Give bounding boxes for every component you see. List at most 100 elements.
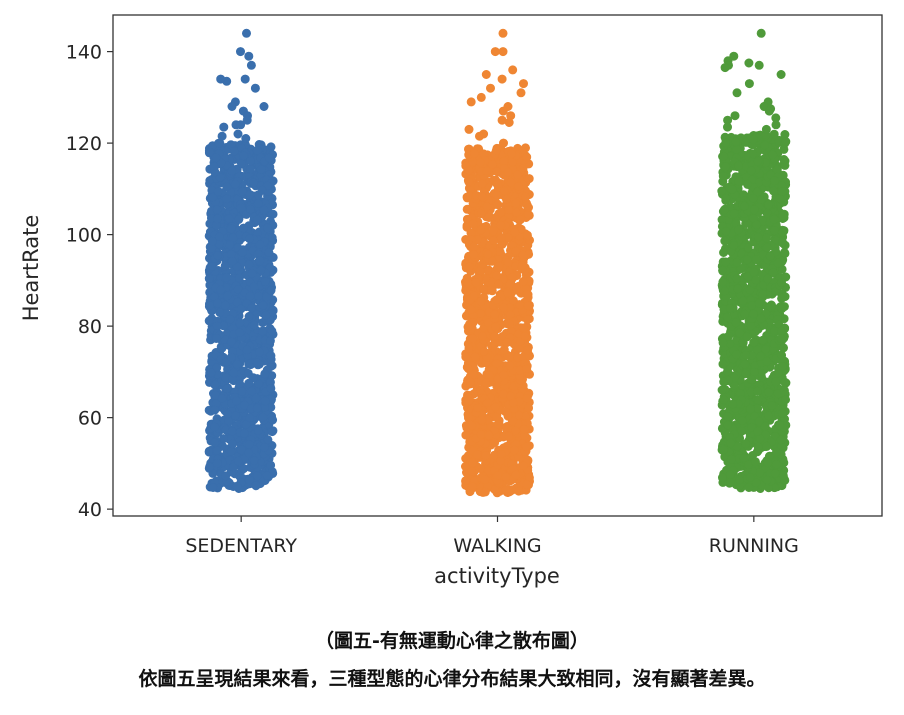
data-point [738, 296, 748, 306]
data-point [488, 226, 498, 236]
data-point [205, 147, 215, 157]
data-point [753, 156, 763, 166]
data-point [778, 343, 788, 353]
outlier-point [219, 122, 229, 132]
data-point [762, 441, 772, 451]
data-point [235, 318, 245, 328]
data-point [734, 176, 744, 186]
data-point [496, 449, 506, 459]
data-point [777, 186, 787, 196]
data-point [480, 475, 490, 485]
data-point [476, 296, 486, 306]
data-point [771, 377, 781, 387]
data-point [222, 194, 232, 204]
data-point [770, 176, 780, 186]
data-point [245, 234, 255, 244]
data-point [515, 215, 525, 225]
x-tick-label: SEDENTARY [185, 535, 297, 557]
data-point [233, 456, 243, 466]
outlier-point [246, 60, 256, 70]
data-point [717, 473, 727, 483]
data-point [222, 182, 232, 192]
data-point [264, 153, 274, 163]
data-point [765, 251, 775, 261]
data-point [215, 232, 225, 242]
data-point [753, 426, 763, 436]
data-point [225, 240, 235, 250]
y-axis: 40 60 80 100 120 140 [66, 42, 113, 521]
data-point [468, 458, 478, 468]
data-point [246, 156, 256, 166]
data-point [224, 214, 234, 224]
data-point [746, 166, 756, 176]
data-point [465, 262, 475, 272]
data-point [523, 301, 533, 311]
data-point [212, 205, 222, 215]
data-point [483, 249, 493, 259]
data-point [501, 194, 511, 204]
data-point [720, 236, 730, 246]
data-point [245, 190, 255, 200]
data-point [725, 303, 735, 313]
data-point [476, 209, 486, 219]
data-point [746, 404, 756, 414]
data-point [211, 153, 221, 163]
outlier-point [236, 47, 246, 57]
data-point [476, 225, 486, 235]
data-point [719, 395, 729, 405]
data-point [230, 179, 240, 189]
data-point [763, 274, 773, 284]
data-point [522, 364, 532, 374]
data-point [514, 486, 524, 496]
outlier-point [227, 102, 237, 112]
data-point [494, 261, 504, 271]
data-point [482, 166, 492, 176]
outlier-point [464, 124, 474, 134]
outlier-point [241, 134, 251, 144]
outlier-point [730, 111, 740, 121]
data-point [733, 225, 743, 235]
data-point [749, 205, 759, 215]
data-point [719, 248, 729, 258]
data-point [753, 232, 763, 242]
data-point [777, 237, 787, 247]
data-point [252, 403, 262, 413]
outlier-point [518, 79, 528, 89]
data-point [761, 233, 771, 243]
data-point [741, 350, 751, 360]
data-point [764, 200, 774, 210]
data-point [756, 313, 766, 323]
data-point [464, 177, 474, 187]
data-point [758, 289, 768, 299]
data-point [482, 202, 492, 212]
data-point [205, 300, 215, 310]
data-point [264, 248, 274, 258]
data-point [779, 155, 789, 165]
data-point [245, 291, 255, 301]
data-point [522, 230, 532, 240]
data-point [476, 309, 486, 319]
data-point [252, 146, 262, 156]
data-point [258, 300, 268, 310]
data-point [747, 374, 757, 384]
data-point [207, 236, 217, 246]
outlier-point [516, 88, 526, 98]
data-point [492, 295, 502, 305]
data-point [777, 293, 787, 303]
data-point [252, 471, 262, 481]
data-point [216, 158, 226, 168]
data-point [229, 368, 239, 378]
data-point [496, 220, 506, 230]
data-point [467, 466, 477, 476]
data-point [266, 460, 276, 470]
data-point [216, 285, 226, 295]
data-point [267, 427, 277, 437]
data-point [206, 368, 216, 378]
data-point [505, 360, 515, 370]
data-point [490, 331, 500, 341]
data-point [477, 331, 487, 341]
data-point [496, 207, 506, 217]
data-point [721, 138, 731, 148]
data-point [244, 378, 254, 388]
data-point [484, 370, 494, 380]
